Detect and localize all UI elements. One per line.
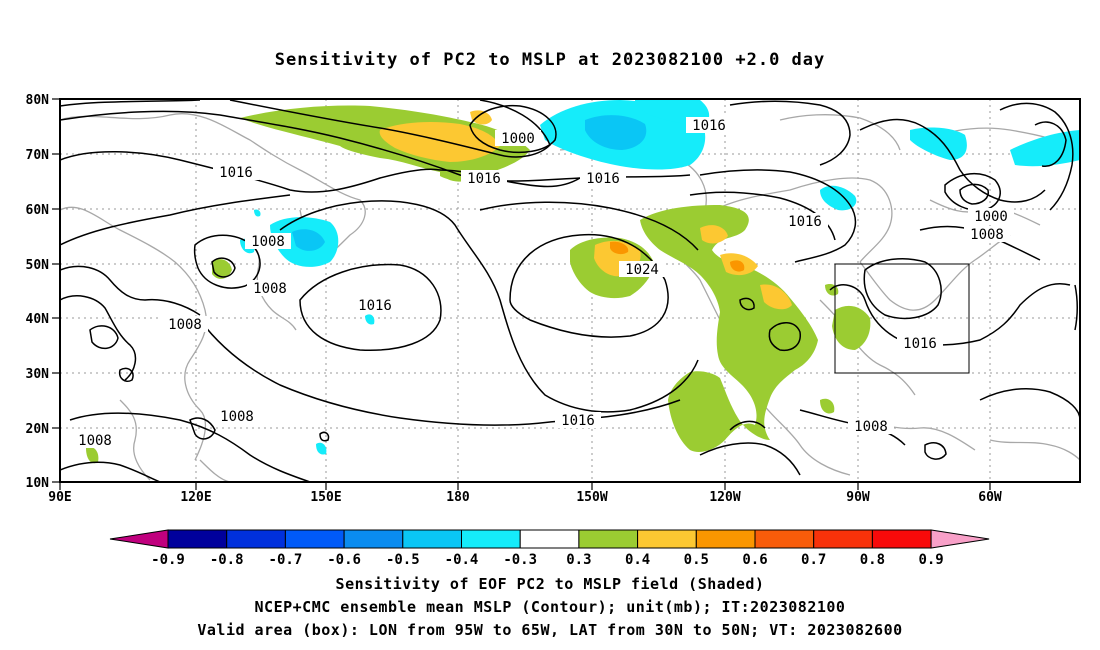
contour-label: 1008 xyxy=(970,227,1004,243)
shading-negative xyxy=(240,100,1080,455)
colorbar-label: 0.6 xyxy=(742,552,767,568)
contour-label: 1008 xyxy=(251,234,285,250)
map-frame xyxy=(59,98,1081,483)
lon-label: 180 xyxy=(446,490,470,505)
lat-label: 50N xyxy=(26,258,50,273)
colorbar-label: 0.9 xyxy=(918,552,943,568)
contour-labels: 1000 1016 1016 1016 1016 1008 1008 1016 … xyxy=(72,117,1014,449)
colorbar-label: 0.8 xyxy=(860,552,885,568)
colorbar-segment xyxy=(519,529,580,549)
colorbar-arrow-left xyxy=(109,529,169,549)
colorbar-segment xyxy=(754,529,815,549)
colorbar-arrow-right xyxy=(930,529,990,549)
contour-label: 1000 xyxy=(974,209,1008,225)
colorbar-segment xyxy=(402,529,462,549)
contour-label: 1016 xyxy=(788,214,822,230)
colorbar-label: -0.5 xyxy=(386,552,420,568)
lat-label: 70N xyxy=(26,148,50,163)
colorbar-label: -0.9 xyxy=(151,552,185,568)
colorbar-segment xyxy=(167,529,228,549)
lat-label: 20N xyxy=(26,422,50,437)
lon-label: 90E xyxy=(48,490,71,505)
contour-label: 1000 xyxy=(501,131,535,147)
footer-line-1: Sensitivity of EOF PC2 to MSLP field (Sh… xyxy=(335,575,765,593)
contour-label: 1016 xyxy=(358,298,392,314)
colorbar-segment xyxy=(637,529,697,549)
contour-label: 1016 xyxy=(561,413,595,429)
colorbar-segment xyxy=(813,529,873,549)
colorbar-label: -0.4 xyxy=(445,552,479,568)
lat-label: 60N xyxy=(26,203,50,218)
contour-label: 1024 xyxy=(625,262,659,278)
lat-label: 30N xyxy=(26,367,50,382)
lat-label: 80N xyxy=(26,93,50,108)
footer-line-2: NCEP+CMC ensemble mean MSLP (Contour); u… xyxy=(254,598,846,616)
contour-label: 1008 xyxy=(220,409,254,425)
colorbar xyxy=(109,529,990,549)
colorbar-label: 0.5 xyxy=(684,552,709,568)
colorbar-segment xyxy=(871,529,932,549)
contour-label: 1016 xyxy=(903,336,937,352)
tick-marks xyxy=(52,98,991,490)
colorbar-segment xyxy=(578,529,639,549)
colorbar-label: -0.7 xyxy=(269,552,303,568)
colorbar-segment xyxy=(284,529,345,549)
lat-label: 10N xyxy=(26,476,50,491)
contour-label: 1008 xyxy=(78,433,112,449)
contour-label: 1016 xyxy=(467,171,501,187)
lon-label: 90W xyxy=(846,490,870,505)
colorbar-label: 0.7 xyxy=(801,552,826,568)
colorbar-label: -0.6 xyxy=(327,552,361,568)
colorbar-label: -0.8 xyxy=(210,552,244,568)
contour-label: 1008 xyxy=(168,317,202,333)
contour-label: 1016 xyxy=(692,118,726,134)
lat-label: 40N xyxy=(26,312,50,327)
footer-line-3: Valid area (box): LON from 95W to 65W, L… xyxy=(197,621,903,639)
colorbar-label: 0.4 xyxy=(625,552,650,568)
lon-label: 60W xyxy=(978,490,1002,505)
lon-label: 120E xyxy=(180,490,211,505)
colorbar-label: -0.3 xyxy=(503,552,537,568)
colorbar-label: 0.3 xyxy=(566,552,591,568)
lon-label: 150E xyxy=(310,490,341,505)
contour-label: 1016 xyxy=(586,171,620,187)
valid-area-box xyxy=(834,263,970,374)
colorbar-segment xyxy=(226,529,286,549)
colorbar-labels: -0.9 -0.8 -0.7 -0.6 -0.5 -0.4 -0.3 0.3 0.4 0.5 0.6… xyxy=(151,552,944,568)
contour-label: 1008 xyxy=(253,281,287,297)
lon-labels: 90E 120E 150E 180 150W 120W 90W 60W xyxy=(48,490,1002,505)
contour-label: 1008 xyxy=(854,419,888,435)
map-title: Sensitivity of PC2 to MSLP at 2023082100… xyxy=(274,50,826,70)
lat-labels: 80N 70N 60N 50N 40N 30N 20N 10N xyxy=(26,93,50,491)
shading-positive xyxy=(86,105,871,464)
lon-label: 150W xyxy=(576,490,607,505)
colorbar-segment xyxy=(695,529,756,549)
colorbar-segment xyxy=(343,529,404,549)
lon-label: 120W xyxy=(709,490,740,505)
contour-label: 1016 xyxy=(219,165,253,181)
colorbar-segment xyxy=(461,529,521,549)
